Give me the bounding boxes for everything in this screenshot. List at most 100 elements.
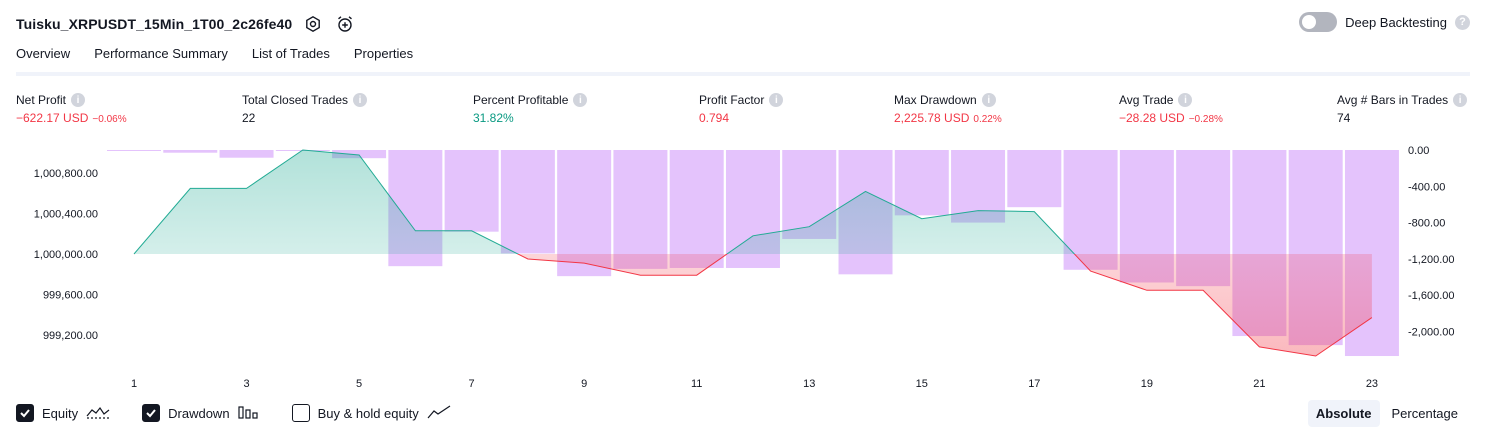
drawdown-bar (500, 150, 555, 254)
equity-line-negative (133, 253, 1373, 357)
legend-buy-hold[interactable]: Buy & hold equity (291, 404, 451, 422)
y-right-tick-label: -1,600.00 (1408, 290, 1454, 302)
info-icon[interactable]: i (71, 93, 86, 107)
x-tick-label: 21 (1253, 378, 1265, 390)
x-tick-label: 13 (803, 378, 815, 390)
x-tick-label: 7 (469, 378, 475, 390)
percentage-button[interactable]: Percentage (1391, 406, 1459, 421)
metric-percent: −0.06% (92, 114, 127, 125)
y-left-tick-label: 1,000,000.00 (34, 249, 98, 261)
y-axis-right: 0.00 -400.00 -800.00 -1,200.00 -1,600.00 -2,0… (1408, 145, 1454, 339)
legend-label: Buy & hold equity (317, 405, 419, 421)
metric-label: Avg Trade (1119, 93, 1174, 107)
metric-net-profit: Net Profit i −622.17 USD −0.06% (16, 93, 127, 125)
equity-line-icon (86, 405, 110, 422)
x-tick-label: 9 (581, 378, 587, 390)
gear-icon[interactable] (302, 13, 324, 35)
tabs-divider (16, 72, 1470, 76)
drawdown-bar (107, 150, 161, 151)
x-tick-label: 17 (1028, 378, 1040, 390)
equity-fills (134, 150, 1372, 356)
equity-lines (133, 149, 1373, 357)
report-tabs: Overview Performance Summary List of Tra… (16, 46, 414, 76)
equity-drawdown-chart: 1,000,800.00 1,000,400.00 1,000,000.00 999,… (34, 145, 1455, 390)
legend-label: Drawdown (168, 405, 230, 421)
tab-list-of-trades[interactable]: List of Trades (251, 46, 330, 61)
equity-checkbox[interactable] (16, 404, 34, 422)
alarm-clock-plus-icon[interactable] (334, 13, 356, 35)
drawdown-bar (332, 150, 387, 159)
metric-value: 0.794 (699, 111, 730, 125)
drawdown-checkbox[interactable] (142, 404, 161, 422)
x-tick-label: 1 (131, 378, 137, 390)
y-left-tick-label: 999,600.00 (43, 289, 98, 301)
equity-area-positive (134, 150, 1075, 254)
drawdown-bar (669, 150, 724, 268)
x-tick-label: 3 (243, 378, 249, 390)
metric-max-drawdown: Max Drawdown i 2,225.78 USD 0.22% (894, 93, 1002, 125)
y-axis-left: 1,000,800.00 1,000,400.00 1,000,000.00 999,… (34, 168, 98, 342)
legend-equity[interactable]: Equity (16, 404, 110, 422)
metric-value: −622.17 USD (16, 111, 89, 125)
metric-percent: 0.22% (973, 114, 1002, 125)
drawdown-bar (1007, 150, 1062, 208)
metric-label: Net Profit (16, 93, 67, 107)
tab-performance-summary[interactable]: Performance Summary (94, 46, 228, 61)
metric-value: 22 (242, 111, 256, 125)
equity-area-negative (134, 253, 1372, 356)
metric-value: 74 (1337, 111, 1351, 125)
info-icon[interactable]: i (573, 93, 588, 107)
deep-backtesting: Deep Backtesting ? (1299, 12, 1470, 32)
metric-value: 2,225.78 USD (894, 111, 970, 125)
drawdown-bar (613, 150, 668, 269)
question-icon[interactable]: ? (1455, 14, 1470, 30)
absolute-button[interactable]: Absolute (1307, 400, 1380, 427)
legend-label: Equity (42, 405, 79, 421)
equity-line-positive (133, 149, 1076, 254)
x-tick-label: 19 (1141, 378, 1153, 390)
info-icon[interactable]: i (353, 93, 368, 107)
metric-label: Percent Profitable (473, 93, 569, 107)
metric-label: Total Closed Trades (242, 93, 349, 107)
drawdown-bar (444, 150, 499, 232)
value-mode-switch: Absolute Percentage (1307, 400, 1466, 427)
x-tick-label: 5 (356, 378, 362, 390)
metric-avg-trade: Avg Trade i −28.28 USD −0.28% (1119, 93, 1223, 125)
drawdown-bar (219, 150, 274, 158)
metrics-row: Net Profit i −622.17 USD −0.06% Total Clos… (16, 93, 1470, 133)
tab-overview[interactable]: Overview (16, 46, 71, 76)
metric-percent-profitable: Percent Profitable i 31.82% (473, 93, 588, 125)
strategy-title: Tuisku_XRPUSDT_15Min_1T00_2c26fe40 (16, 16, 293, 32)
y-right-tick-label: -400.00 (1408, 181, 1445, 193)
y-right-tick-label: 0.00 (1408, 145, 1429, 157)
legend-drawdown[interactable]: Drawdown (142, 404, 259, 422)
drawdown-bar (1063, 150, 1118, 270)
x-tick-label: 23 (1366, 378, 1378, 390)
metric-value: 31.82% (473, 111, 514, 125)
metric-avg-bars-in-trades: Avg # Bars in Trades i 74 (1337, 93, 1468, 125)
x-tick-label: 15 (916, 378, 928, 390)
y-right-tick-label: -1,200.00 (1408, 254, 1454, 266)
info-icon[interactable]: i (981, 93, 996, 107)
metric-value: −28.28 USD (1119, 111, 1185, 125)
y-left-tick-label: 1,000,800.00 (34, 168, 98, 180)
info-icon[interactable]: i (1178, 93, 1193, 107)
tab-properties[interactable]: Properties (353, 46, 414, 61)
y-right-tick-label: -800.00 (1408, 218, 1445, 230)
info-icon[interactable]: i (1453, 93, 1468, 107)
info-icon[interactable]: i (769, 93, 784, 107)
x-tick-label: 11 (691, 378, 702, 390)
chart-legend: Equity Drawdown Buy & hold equity (16, 404, 451, 422)
deep-backtesting-label: Deep Backtesting (1345, 14, 1447, 30)
buy-hold-line-icon (427, 405, 451, 422)
drawdown-bar (163, 150, 218, 153)
metric-label: Max Drawdown (894, 93, 977, 107)
deep-backtesting-toggle[interactable] (1299, 12, 1338, 32)
y-left-tick-label: 999,200.00 (43, 330, 98, 342)
y-left-tick-label: 1,000,400.00 (34, 209, 98, 221)
buy-hold-checkbox[interactable] (291, 404, 310, 422)
metric-profit-factor: Profit Factor i 0.794 (699, 93, 784, 125)
x-axis: 1 3 5 7 9 11 13 15 17 19 21 23 (131, 378, 1378, 390)
drawdown-bar (894, 150, 949, 216)
drawdown-bars-icon (237, 405, 260, 422)
